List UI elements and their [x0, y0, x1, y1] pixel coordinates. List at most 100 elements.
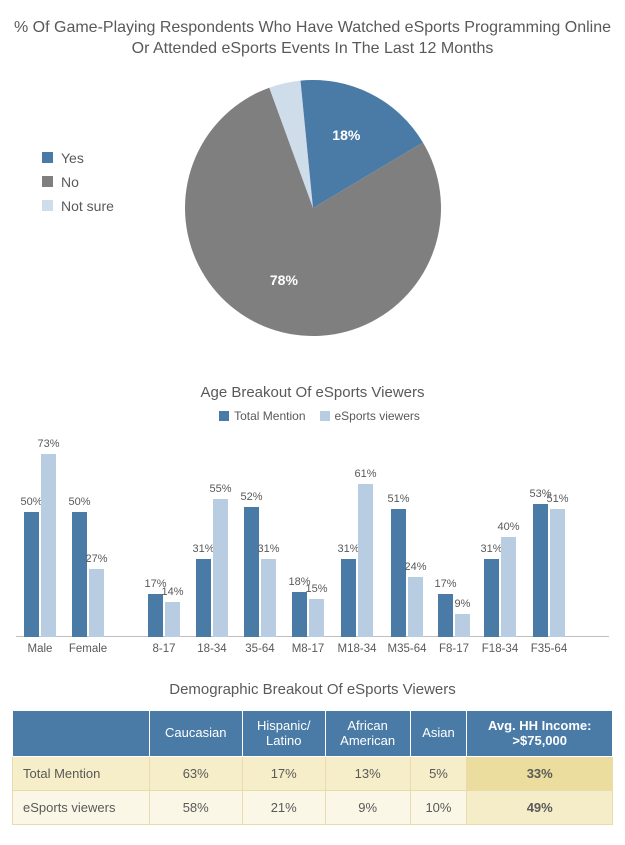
legend-label: eSports viewers — [335, 409, 420, 423]
bar-chart: 50%73%Male50%27%Female17%14%8-1731%55%18… — [16, 437, 609, 657]
bar: 61% — [358, 484, 373, 637]
legend-item: eSports viewers — [306, 409, 420, 423]
bar-group: 50%27%Female — [64, 437, 112, 637]
legend-item: No — [42, 174, 114, 190]
bar-value-label: 15% — [305, 583, 327, 595]
demographic-table: CaucasianHispanic/LatinoAfricanAmerican A… — [12, 710, 613, 826]
table-cell: 33% — [467, 757, 613, 791]
bar-group: 17%9%F8-17 — [432, 437, 476, 637]
bar-group: 31%61%M18-34 — [332, 437, 382, 637]
legend-item: Yes — [42, 150, 114, 166]
table-cell: 63% — [149, 757, 242, 791]
category-label: F18-34 — [476, 643, 524, 655]
bar: 50% — [72, 512, 87, 637]
category-label: Female — [64, 643, 112, 655]
table-column-header: Hispanic/Latino — [242, 710, 325, 757]
bar: 27% — [89, 569, 104, 637]
bar-value-label: 31% — [192, 543, 214, 555]
pie-title: % Of Game-Playing Respondents Who Have W… — [12, 18, 613, 60]
legend-label: Total Mention — [234, 409, 305, 423]
bar: 15% — [309, 599, 324, 637]
bar: 31% — [261, 559, 276, 637]
pie-legend: Yes No Not sure — [42, 150, 114, 222]
table-cell: 21% — [242, 791, 325, 825]
table-cell: 5% — [410, 757, 467, 791]
bar-group: 50%73%Male — [16, 437, 64, 637]
bar-value-label: 27% — [85, 553, 107, 565]
pie-chart: 18% 78% — [185, 80, 441, 336]
bar-group: 17%14%8-17 — [140, 437, 188, 637]
bar: 52% — [244, 507, 259, 637]
legend-swatch — [320, 411, 330, 421]
bar-group: 52%31%35-64 — [236, 437, 284, 637]
legend-item: Total Mention — [205, 409, 305, 423]
category-label: 35-64 — [236, 643, 284, 655]
category-label: M18-34 — [332, 643, 382, 655]
bar: 18% — [292, 592, 307, 637]
table-cell: 13% — [325, 757, 410, 791]
bar: 24% — [408, 577, 423, 637]
legend-swatch — [219, 411, 229, 421]
row-label: Total Mention — [13, 757, 150, 791]
bar: 73% — [41, 454, 56, 637]
bar-value-label: 24% — [404, 561, 426, 573]
bar-value-label: 61% — [354, 468, 376, 480]
legend-label: No — [61, 174, 79, 190]
legend-swatch — [42, 200, 53, 211]
bar: 51% — [550, 509, 565, 637]
category-label: M35-64 — [382, 643, 432, 655]
bar-value-label: 50% — [20, 496, 42, 508]
category-label: F35-64 — [524, 643, 574, 655]
bar-value-label: 73% — [37, 438, 59, 450]
legend-swatch — [42, 152, 53, 163]
table-column-header: Avg. HH Income:>$75,000 — [467, 710, 613, 757]
bar-group: 51%24%M35-64 — [382, 437, 432, 637]
row-label: eSports viewers — [13, 791, 150, 825]
bar-group: 31%55%18-34 — [188, 437, 236, 637]
table-column-header: AfricanAmerican — [325, 710, 410, 757]
table-cell: 10% — [410, 791, 467, 825]
bar: 53% — [533, 504, 548, 637]
bar-value-label: 31% — [337, 543, 359, 555]
bar: 14% — [165, 602, 180, 637]
category-label: F8-17 — [432, 643, 476, 655]
category-label: M8-17 — [284, 643, 332, 655]
bar-value-label: 51% — [387, 493, 409, 505]
bar-title: Age Breakout Of eSports Viewers — [12, 384, 613, 401]
table-row: eSports viewers58%21%9%10%49% — [13, 791, 613, 825]
bar-value-label: 51% — [546, 493, 568, 505]
bar: 17% — [148, 594, 163, 637]
bar: 55% — [213, 499, 228, 637]
bar-value-label: 52% — [240, 491, 262, 503]
bar-legend: Total Mention eSports viewers — [12, 409, 613, 423]
bar: 31% — [484, 559, 499, 637]
bar-value-label: 14% — [161, 586, 183, 598]
table-cell: 49% — [467, 791, 613, 825]
pie-slice-label-yes: 18% — [332, 127, 360, 143]
table-cell: 17% — [242, 757, 325, 791]
bar: 31% — [341, 559, 356, 637]
category-label: 18-34 — [188, 643, 236, 655]
legend-label: Not sure — [61, 198, 114, 214]
pie-section: Yes No Not sure 18% 78% — [12, 70, 613, 360]
bar-group: 53%51%F35-64 — [524, 437, 574, 637]
table-row: Total Mention63%17%13%5%33% — [13, 757, 613, 791]
table-cell: 58% — [149, 791, 242, 825]
pie-slice-label-no: 78% — [270, 272, 298, 288]
table-column-header: Caucasian — [149, 710, 242, 757]
bar-value-label: 17% — [434, 578, 456, 590]
table-corner — [13, 710, 150, 757]
legend-swatch — [42, 176, 53, 187]
bar: 31% — [196, 559, 211, 637]
bar: 40% — [501, 537, 516, 637]
bar-value-label: 55% — [209, 483, 231, 495]
bar-group: 18%15%M8-17 — [284, 437, 332, 637]
table-cell: 9% — [325, 791, 410, 825]
bar: 9% — [455, 614, 470, 637]
bar-value-label: 50% — [68, 496, 90, 508]
bar-group: 31%40%F18-34 — [476, 437, 524, 637]
bar-value-label: 31% — [257, 543, 279, 555]
legend-item: Not sure — [42, 198, 114, 214]
table-title: Demographic Breakout Of eSports Viewers — [12, 681, 613, 698]
bar-value-label: 40% — [497, 521, 519, 533]
